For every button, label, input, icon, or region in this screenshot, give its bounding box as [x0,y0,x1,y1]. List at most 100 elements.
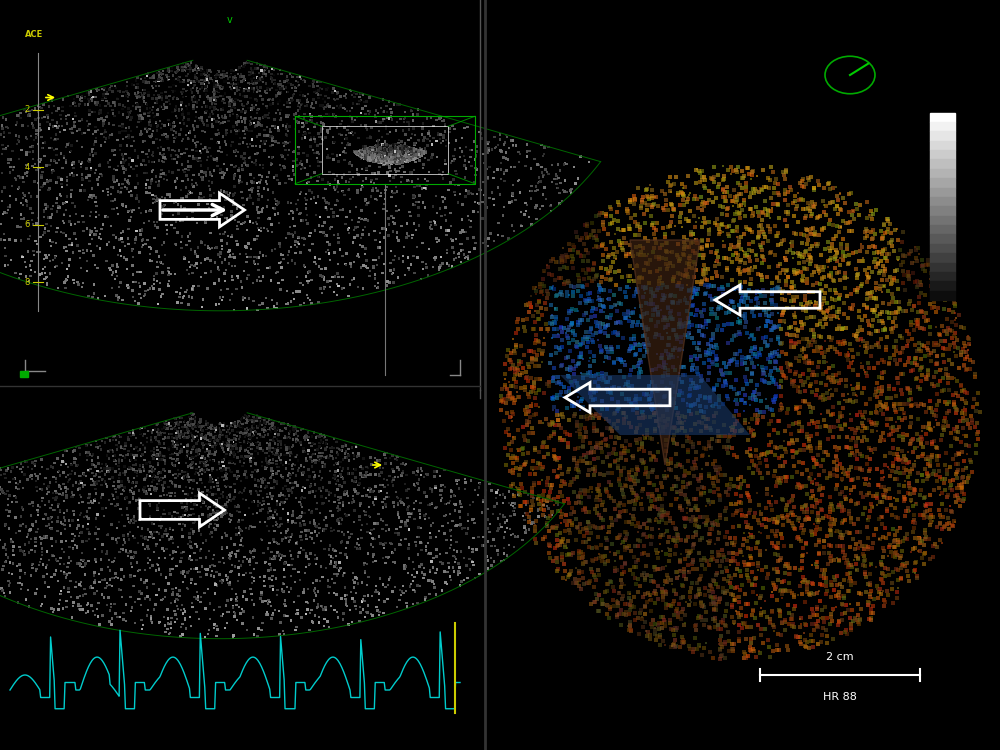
Point [383,143,399,155]
Point [100,446,116,458]
Point [167,440,183,452]
Point [618,292,634,304]
Point [822,254,838,266]
Point [353,151,369,163]
Point [355,148,371,160]
Point [676,620,692,632]
Point [826,518,842,530]
Point [612,239,628,251]
Point [329,149,345,161]
Point [370,152,386,164]
Point [253,532,269,544]
Point [397,146,413,158]
Point [6,549,22,561]
Point [370,142,386,154]
Point [920,422,936,434]
Point [39,278,55,290]
Point [746,632,762,644]
Point [363,155,379,167]
Point [816,415,832,427]
Point [382,151,398,163]
Point [379,150,395,162]
Point [390,140,406,152]
Point [312,226,328,238]
Point [264,465,280,477]
Point [374,155,390,167]
Point [480,136,496,148]
Point [382,143,398,155]
Point [257,111,273,123]
Point [746,424,762,436]
Point [199,459,215,471]
Point [125,251,141,262]
Point [390,155,406,167]
Point [699,515,715,527]
Point [117,466,133,478]
Point [823,555,839,567]
Point [389,139,405,151]
Point [866,292,882,304]
Point [404,143,420,155]
Point [363,142,379,154]
Point [149,216,165,228]
Point [397,149,413,161]
Point [881,542,897,554]
Point [362,146,378,158]
Point [686,337,702,349]
Point [752,466,768,478]
Point [111,98,127,110]
Point [91,232,107,244]
Point [214,172,230,184]
Point [796,444,812,456]
Point [403,154,419,166]
Point [341,443,357,455]
Point [393,145,409,157]
Point [81,156,97,168]
Point [399,149,415,161]
Point [256,414,272,426]
Point [360,105,376,117]
Point [372,140,388,152]
Bar [930,197,955,206]
Point [824,332,840,344]
Point [388,152,404,164]
Point [323,556,339,568]
Point [849,614,865,626]
Point [480,172,496,184]
Point [105,490,121,502]
Point [390,142,406,154]
Point [68,576,84,588]
Point [376,139,392,151]
Point [264,226,280,238]
Point [665,624,681,636]
Point [570,305,586,317]
Point [368,150,384,162]
Point [54,536,70,548]
Point [372,142,388,154]
Point [47,134,63,146]
Point [394,154,410,166]
Point [897,284,913,296]
Point [72,94,88,106]
Point [388,144,404,156]
Point [841,256,857,268]
Point [659,314,675,326]
Point [193,452,209,464]
Point [673,321,689,333]
Point [102,565,118,577]
Point [202,454,218,466]
Point [383,141,399,153]
Point [701,279,717,291]
Point [354,150,370,162]
Point [252,169,268,181]
Point [87,478,103,490]
Point [278,138,294,150]
Point [671,256,687,268]
Point [27,460,43,472]
Point [247,94,263,106]
Point [280,485,296,497]
Point [378,141,394,153]
Point [541,538,557,550]
Point [629,319,645,331]
Point [395,255,411,267]
